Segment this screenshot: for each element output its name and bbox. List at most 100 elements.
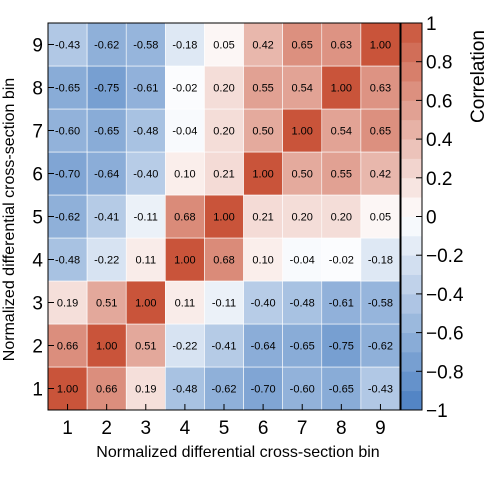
cell-value-label: -0.04 <box>290 255 315 267</box>
colorbar-tick-label: 0.8 <box>426 53 452 74</box>
cell-value-label: -0.48 <box>172 384 197 396</box>
colorbar-tick-label: 0 <box>426 208 437 229</box>
colorbar-segment <box>401 158 422 179</box>
y-tick-label: 2 <box>32 337 43 358</box>
heatmap-cell <box>321 237 362 282</box>
colorbar-segment <box>401 235 422 256</box>
cell-value-label: 0.55 <box>331 169 352 181</box>
heatmap-cell <box>165 151 205 196</box>
cell-value-label: 0.63 <box>370 83 391 95</box>
cell-value-label: 0.65 <box>292 40 313 52</box>
heatmap-cell <box>125 65 166 110</box>
cell-value-label: -0.48 <box>290 298 315 310</box>
cell-value-label: -0.22 <box>94 255 119 267</box>
heatmap-cell <box>125 22 166 67</box>
cell-value-label: 0.55 <box>252 83 273 95</box>
heatmap-cell <box>47 280 88 325</box>
cell-value-label: -0.02 <box>329 255 354 267</box>
heatmap-cell <box>47 194 88 239</box>
cell-value-label: -0.18 <box>368 255 393 267</box>
colorbar-segment <box>401 351 422 372</box>
cell-value-label: -0.11 <box>134 212 158 224</box>
colorbar-tick-label: −0.8 <box>426 362 464 383</box>
heatmap-cell-labels: 1.00 0.66 0.19 -0.48 -0.62 -0.70 -0.60 -0.65 -0.… <box>55 40 393 396</box>
heatmap-cells <box>47 22 401 411</box>
y-tick-label: 6 <box>32 165 43 186</box>
colorbar-segment <box>401 313 422 333</box>
cell-value-label: -0.64 <box>94 169 119 181</box>
heatmap-cell <box>204 22 244 67</box>
cell-value-label: 0.21 <box>213 169 234 181</box>
cell-value-label: 0.21 <box>252 212 273 224</box>
colorbar-tick-label: −0.6 <box>426 324 464 345</box>
cell-value-label: 0.20 <box>331 212 352 224</box>
cell-value-label: 0.10 <box>174 169 195 181</box>
cell-value-label: -0.48 <box>133 126 158 138</box>
colorbar-segment <box>401 390 422 411</box>
heatmap-cell <box>360 323 401 368</box>
colorbar-segment <box>401 274 422 295</box>
heatmap-cell <box>86 237 127 282</box>
cell-value-label: 0.42 <box>370 169 391 181</box>
heatmap-cell <box>125 108 166 153</box>
cell-value-label: 0.54 <box>292 83 313 95</box>
cell-value-label: -0.60 <box>290 384 315 396</box>
cell-value-label: -0.18 <box>172 40 197 52</box>
cell-value-label: 1.00 <box>174 255 195 267</box>
heatmap-cell <box>47 22 88 67</box>
heatmap-cell <box>243 108 283 153</box>
heatmap-cell <box>204 151 244 196</box>
heatmap-cell <box>165 22 205 67</box>
colorbar-tick-label: 0.4 <box>426 130 453 151</box>
cell-value-label: 1.00 <box>370 40 391 52</box>
heatmap-cell <box>282 22 323 67</box>
x-tick-label: 8 <box>336 418 347 439</box>
cell-value-label: 1.00 <box>292 126 313 138</box>
cell-value-label: -0.75 <box>329 341 354 353</box>
cell-value-label: -0.40 <box>251 298 276 310</box>
cell-value-label: -0.22 <box>172 341 197 353</box>
cell-value-label: -0.43 <box>55 40 80 52</box>
x-tick-label: 2 <box>101 418 112 439</box>
cell-value-label: -0.62 <box>211 384 236 396</box>
cell-value-label: 0.50 <box>252 126 273 138</box>
cell-value-label: -0.04 <box>172 126 197 138</box>
x-tick-label: 1 <box>62 418 73 439</box>
cell-value-label: -0.61 <box>329 298 354 310</box>
colorbar-segment <box>401 371 422 392</box>
cell-value-label: 0.20 <box>213 83 234 95</box>
cell-value-label: -0.58 <box>133 40 158 52</box>
cell-value-label: -0.48 <box>55 255 80 267</box>
colorbar-tick-label: −0.4 <box>426 285 464 306</box>
cell-value-label: 0.10 <box>252 255 273 267</box>
colorbar-tick-label: 1 <box>426 14 437 35</box>
y-tick-label: 1 <box>32 380 43 401</box>
cell-value-label: -0.64 <box>251 341 276 353</box>
cell-value-label: 0.20 <box>213 126 234 138</box>
colorbar <box>400 22 423 411</box>
cell-value-label: 0.11 <box>175 298 196 310</box>
cell-value-label: 1.00 <box>135 298 156 310</box>
heatmap-cell <box>282 237 323 282</box>
colorbar-segment <box>401 197 422 217</box>
cell-value-label: 0.63 <box>331 40 352 52</box>
y-tick-label: 5 <box>32 208 43 229</box>
colorbar-title: Correlation <box>468 30 489 123</box>
cell-value-label: 0.68 <box>213 255 234 267</box>
heatmap-cell <box>125 323 166 368</box>
heatmap-cell <box>282 108 323 153</box>
cell-value-label: -0.65 <box>290 341 315 353</box>
colorbar-segment <box>401 216 422 237</box>
colorbar-segment <box>401 293 422 314</box>
cell-value-label: 0.66 <box>96 384 117 396</box>
cell-value-label: 0.50 <box>292 169 313 181</box>
colorbar-segment <box>401 100 422 121</box>
heatmap-cell <box>243 194 283 239</box>
heatmap-cell <box>282 65 323 110</box>
cell-value-label: 0.51 <box>96 298 117 310</box>
cell-value-label: -0.65 <box>94 126 119 138</box>
cell-value-label: 0.42 <box>252 40 273 52</box>
heatmap-cell <box>321 366 362 411</box>
colorbar-tick-label: 0.2 <box>426 169 452 190</box>
cell-value-label: -0.02 <box>172 83 197 95</box>
